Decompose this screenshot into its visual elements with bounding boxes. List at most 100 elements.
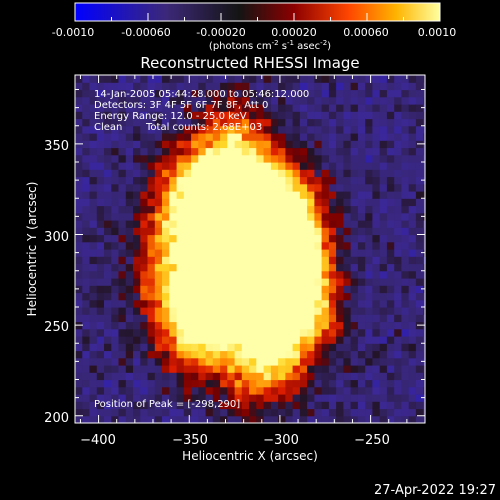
heatmap-cell [162, 386, 170, 395]
heatmap-cell [343, 401, 352, 410]
heatmap-cell [96, 212, 105, 221]
heatmap-cell [386, 96, 395, 105]
heatmap-cell [205, 336, 214, 344]
heatmap-cell [307, 82, 315, 91]
heatmap-cell [372, 314, 381, 323]
heatmap-cell [307, 307, 315, 315]
heatmap-cell [75, 111, 83, 120]
heatmap-cell [82, 343, 91, 352]
heatmap-cell [140, 379, 149, 388]
heatmap-cell [191, 147, 199, 156]
heatmap-cell [162, 111, 170, 120]
heatmap-cell [147, 336, 156, 344]
heatmap-cell [118, 299, 127, 308]
heatmap-cell [314, 75, 323, 83]
heatmap-cell [386, 133, 395, 141]
heatmap-cell [133, 401, 141, 410]
heatmap-cell [89, 365, 98, 373]
heatmap-cell [336, 278, 344, 286]
heatmap-cell [365, 386, 374, 395]
heatmap-cell [75, 401, 83, 410]
heatmap-cell [249, 256, 257, 265]
heatmap-cell [415, 394, 424, 402]
heatmap-cell [111, 118, 120, 127]
heatmap-cell [401, 227, 410, 236]
heatmap-cell [350, 205, 359, 214]
heatmap-cell [256, 415, 265, 423]
heatmap-cell [408, 104, 417, 112]
heatmap-cell [408, 198, 417, 207]
heatmap-cell [379, 285, 388, 294]
heatmap-cell [104, 75, 112, 83]
heatmap-cell [314, 415, 323, 423]
heatmap-cell [111, 249, 120, 257]
heatmap-cell [394, 82, 403, 91]
heatmap-cell [82, 372, 91, 381]
heatmap-cell [401, 394, 410, 402]
heatmap-cell [241, 408, 250, 417]
heatmap-cell [75, 408, 83, 417]
heatmap-cell [372, 415, 381, 423]
heatmap-cell [169, 205, 178, 214]
heatmap-cell [234, 191, 243, 199]
heatmap-cell [140, 147, 149, 156]
heatmap-cell [365, 401, 374, 410]
heatmap-cell [307, 147, 315, 156]
heatmap-cell [96, 401, 105, 410]
heatmap-cell [292, 220, 301, 228]
heatmap-cell [263, 307, 272, 315]
colorbar-tick-3: 0.00020 [271, 26, 317, 39]
heatmap-cell [241, 386, 250, 395]
heatmap-cell [234, 89, 243, 98]
heatmap-cell [133, 394, 141, 402]
heatmap-cell [328, 278, 337, 286]
heatmap-cell [249, 212, 257, 221]
heatmap-cell [256, 314, 265, 323]
heatmap-cell [118, 343, 127, 352]
heatmap-cell [270, 82, 279, 91]
heatmap-cell [350, 75, 359, 83]
heatmap-cell [183, 415, 192, 423]
heatmap-cell [379, 147, 388, 156]
heatmap-cell [343, 198, 352, 207]
heatmap-cell [386, 241, 395, 250]
heatmap-cell [212, 321, 221, 330]
heatmap-cell [89, 198, 98, 207]
heatmap-cell [285, 249, 294, 257]
heatmap-cell [321, 205, 330, 214]
heatmap-cell [96, 328, 105, 337]
info-total-counts: Total counts: 2.68E+03 [145, 122, 262, 133]
heatmap-cell [104, 263, 112, 272]
heatmap-cell [183, 191, 192, 199]
heatmap-cell [162, 365, 170, 373]
heatmap-cell [336, 343, 344, 352]
heatmap-cell [401, 125, 410, 134]
heatmap-cell [401, 104, 410, 112]
heatmap-cell [415, 292, 424, 301]
heatmap-cell [96, 220, 105, 228]
heatmap-cell [75, 256, 83, 265]
heatmap-cell [256, 408, 265, 417]
heatmap-cell [176, 140, 185, 149]
heatmap-cell [394, 176, 403, 185]
heatmap-cell [408, 118, 417, 127]
heatmap-cell [147, 169, 156, 178]
heatmap-cell [350, 307, 359, 315]
heatmap-cell [133, 176, 141, 185]
heatmap-cell [133, 169, 141, 178]
heatmap-cell [321, 227, 330, 236]
heatmap-cell [263, 415, 272, 423]
heatmap-cell [220, 205, 228, 214]
heatmap-cell [336, 118, 344, 127]
heatmap-cell [227, 365, 236, 373]
heatmap-cell [372, 96, 381, 105]
heatmap-cell [307, 394, 315, 402]
heatmap-cell [198, 307, 207, 315]
heatmap-cell [133, 205, 141, 214]
heatmap-cell [125, 205, 134, 214]
heatmap-cell [96, 343, 105, 352]
heatmap-cell [89, 270, 98, 279]
heatmap-cell [118, 198, 127, 207]
heatmap-cell [169, 212, 178, 221]
heatmap-cell [96, 379, 105, 388]
